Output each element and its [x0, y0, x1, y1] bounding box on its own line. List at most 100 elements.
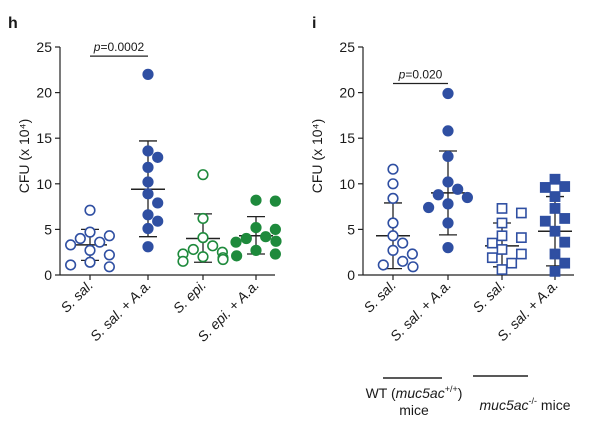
data-point: [486, 252, 498, 264]
data-point: [142, 176, 154, 188]
data-point: [269, 248, 281, 260]
y-tick-label: 15: [339, 130, 355, 146]
data-point: [197, 251, 209, 263]
data-point: [94, 236, 106, 248]
data-point: [442, 125, 454, 137]
group-label-wt-line1: WT (muc5ac+/+): [366, 384, 463, 401]
data-point: [432, 189, 444, 201]
y-tick-label: 5: [44, 221, 52, 237]
data-point: [559, 213, 571, 224]
data-point: [496, 230, 508, 242]
data-point: [103, 230, 115, 242]
data-point: [142, 241, 154, 253]
data-point: [152, 197, 164, 209]
data-point: [231, 250, 243, 262]
data-point: [442, 198, 454, 210]
data-point: [397, 237, 409, 249]
data-point: [496, 264, 508, 275]
y-tick-label: 0: [347, 267, 355, 283]
data-point: [549, 265, 561, 277]
y-tick-label: 10: [339, 176, 355, 192]
data-point: [549, 173, 561, 185]
data-point: [240, 232, 252, 245]
y-axis-h: 0 5 10 15 20 25: [36, 39, 61, 283]
data-point: [515, 248, 527, 260]
data-point: [84, 204, 96, 216]
data-point: [230, 236, 242, 248]
y-axis-label-h: CFU (x 10⁴): [16, 119, 32, 193]
data-point: [84, 226, 96, 238]
data-point: [515, 207, 527, 219]
points-h: [65, 68, 282, 273]
data-point: [65, 259, 77, 271]
data-point: [387, 217, 399, 229]
data-point: [559, 257, 571, 269]
data-point: [142, 68, 154, 80]
y-tick-label: 25: [339, 39, 355, 55]
data-point: [496, 217, 508, 229]
y-axis-i: 0 5 10 15 20 25: [339, 39, 364, 283]
data-point: [65, 239, 77, 251]
y-tick-label: 25: [36, 39, 52, 55]
data-point: [260, 231, 272, 243]
p-value-label: p=0.0002: [93, 40, 145, 54]
data-point: [387, 163, 399, 175]
data-point: [442, 150, 454, 163]
data-point: [486, 237, 498, 249]
p-value-label: p=0.020: [398, 67, 443, 81]
data-point: [387, 178, 399, 190]
data-point: [496, 244, 508, 255]
data-point: [452, 183, 464, 195]
y-tick-label: 20: [339, 85, 355, 101]
data-point: [461, 191, 473, 204]
data-point: [197, 212, 209, 225]
data-point: [197, 169, 209, 181]
data-point: [407, 261, 419, 273]
data-point: [84, 256, 96, 268]
data-point: [187, 243, 199, 256]
data-point: [269, 223, 281, 235]
y-tick-label: 5: [347, 221, 355, 237]
data-point: [152, 151, 164, 163]
data-point: [387, 192, 399, 204]
data-point: [442, 217, 454, 229]
data-point: [549, 225, 561, 237]
data-point: [103, 249, 115, 261]
panel-label-h: h: [8, 15, 18, 32]
data-point: [559, 181, 571, 192]
data-point: [539, 182, 551, 193]
points-i: [377, 87, 571, 277]
data-point: [549, 191, 561, 202]
group-label-ko: muc5ac-/- mice: [480, 396, 571, 413]
y-tick-label: 20: [36, 85, 52, 101]
data-point: [496, 203, 508, 214]
data-point: [549, 248, 561, 260]
data-point: [142, 145, 154, 157]
data-point: [177, 255, 189, 267]
data-point: [142, 222, 154, 235]
data-point: [217, 253, 229, 266]
data-point: [142, 209, 154, 221]
y-axis-label-i: CFU (x 10⁴): [309, 119, 325, 193]
data-point: [423, 201, 435, 214]
data-point: [442, 87, 454, 100]
data-point: [406, 248, 418, 260]
annotation-i: p=0.020: [393, 67, 448, 85]
annotation-h: p=0.0002: [90, 40, 148, 57]
data-point: [549, 203, 561, 214]
data-point: [250, 221, 262, 234]
data-point: [250, 244, 262, 256]
data-point: [269, 195, 281, 207]
data-point: [142, 161, 154, 173]
data-point: [559, 236, 571, 248]
data-point: [387, 244, 399, 256]
data-point: [74, 232, 86, 245]
data-point: [515, 232, 527, 244]
data-point: [387, 230, 399, 242]
group-label-wt-line2: mice: [399, 402, 429, 418]
y-tick-label: 10: [36, 176, 52, 192]
data-point: [250, 194, 262, 206]
data-point: [152, 215, 164, 227]
